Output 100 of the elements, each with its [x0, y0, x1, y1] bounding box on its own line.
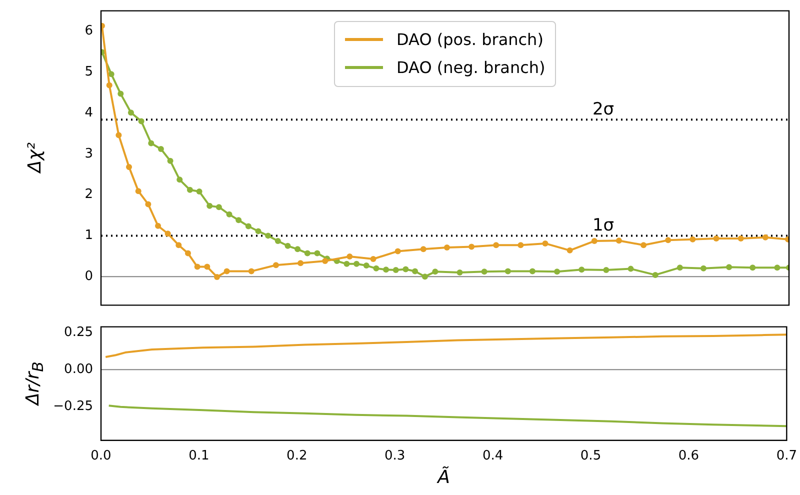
y-tick-label: 0.25	[64, 325, 93, 340]
x-tick-label: 0.2	[286, 448, 308, 464]
point	[265, 232, 272, 239]
y-tick-label: 0	[84, 268, 93, 284]
legend-label: DAO (pos. branch)	[396, 30, 544, 50]
point	[206, 202, 213, 209]
point	[346, 254, 353, 260]
point	[456, 269, 463, 276]
point	[304, 250, 310, 256]
point	[184, 250, 191, 256]
point	[126, 164, 132, 170]
y-tick-label: −0.25	[53, 398, 93, 414]
point	[578, 266, 585, 273]
point	[566, 247, 573, 254]
point	[726, 264, 732, 270]
point	[322, 258, 328, 264]
point	[640, 242, 647, 248]
point	[176, 242, 182, 248]
point	[314, 250, 320, 256]
point	[750, 264, 756, 271]
point	[108, 71, 114, 78]
point	[468, 244, 475, 250]
point	[616, 238, 622, 244]
point	[504, 268, 511, 274]
y-tick-label: 3	[84, 146, 93, 162]
point	[762, 234, 768, 240]
point	[236, 217, 242, 224]
point	[554, 268, 560, 275]
point	[118, 90, 124, 97]
point	[529, 268, 536, 274]
point	[774, 264, 780, 271]
point	[370, 256, 376, 262]
ref-line-label: 2σ	[592, 99, 614, 120]
point	[665, 237, 672, 244]
legend-label: DAO (neg. branch)	[396, 58, 546, 78]
point	[186, 186, 193, 193]
point	[444, 244, 450, 251]
point	[176, 176, 183, 183]
y-tick-label: 6	[84, 24, 93, 39]
point	[402, 266, 409, 272]
point	[628, 266, 634, 272]
point	[344, 260, 350, 267]
point	[224, 268, 230, 274]
point	[432, 268, 438, 275]
point	[700, 265, 706, 272]
point	[363, 262, 370, 269]
point	[106, 82, 112, 88]
point	[226, 211, 232, 218]
point	[518, 242, 524, 248]
point	[373, 265, 380, 272]
x-tick-label: 0.3	[384, 448, 406, 464]
point	[422, 274, 428, 280]
point	[255, 228, 262, 234]
point	[284, 242, 291, 249]
y-tick-label: 2	[84, 187, 93, 202]
point	[481, 268, 488, 275]
x-tick-label: 0.4	[482, 448, 504, 464]
point	[690, 236, 696, 242]
point	[713, 236, 720, 242]
ref-line-label: 1σ	[592, 216, 614, 236]
point	[274, 238, 281, 244]
point	[248, 268, 254, 274]
point	[245, 223, 252, 230]
point	[116, 132, 122, 138]
point	[493, 242, 500, 248]
point	[272, 262, 279, 268]
y-tick-label: 1	[84, 228, 93, 244]
point	[158, 146, 164, 152]
point	[294, 246, 301, 252]
x-tick-label: 0.7	[776, 448, 798, 464]
point	[412, 268, 418, 274]
point	[603, 267, 610, 274]
x-tick-label: 0.1	[188, 448, 210, 464]
point	[392, 267, 399, 274]
point	[652, 272, 658, 278]
y-tick-label: 4	[84, 105, 93, 120]
point	[204, 264, 210, 270]
point	[394, 248, 401, 254]
point	[542, 240, 548, 246]
point	[216, 204, 222, 210]
point	[138, 118, 144, 124]
point	[738, 236, 744, 242]
point	[383, 266, 390, 273]
point	[420, 246, 426, 252]
y-tick-label: 0.00	[64, 362, 93, 377]
x-tick-label: 0.6	[678, 448, 700, 464]
point	[167, 158, 174, 164]
point	[676, 264, 683, 271]
y-axis-title: Δχ²	[24, 142, 46, 174]
point	[194, 264, 200, 270]
point	[128, 110, 134, 116]
point	[196, 188, 202, 195]
point	[164, 230, 171, 237]
point	[145, 201, 152, 208]
point	[214, 274, 220, 280]
x-axis-title: Ã	[436, 467, 451, 488]
point	[148, 140, 154, 146]
x-tick-label: 0.5	[580, 448, 602, 464]
point	[135, 188, 142, 194]
x-tick-label: 0.0	[90, 448, 112, 464]
